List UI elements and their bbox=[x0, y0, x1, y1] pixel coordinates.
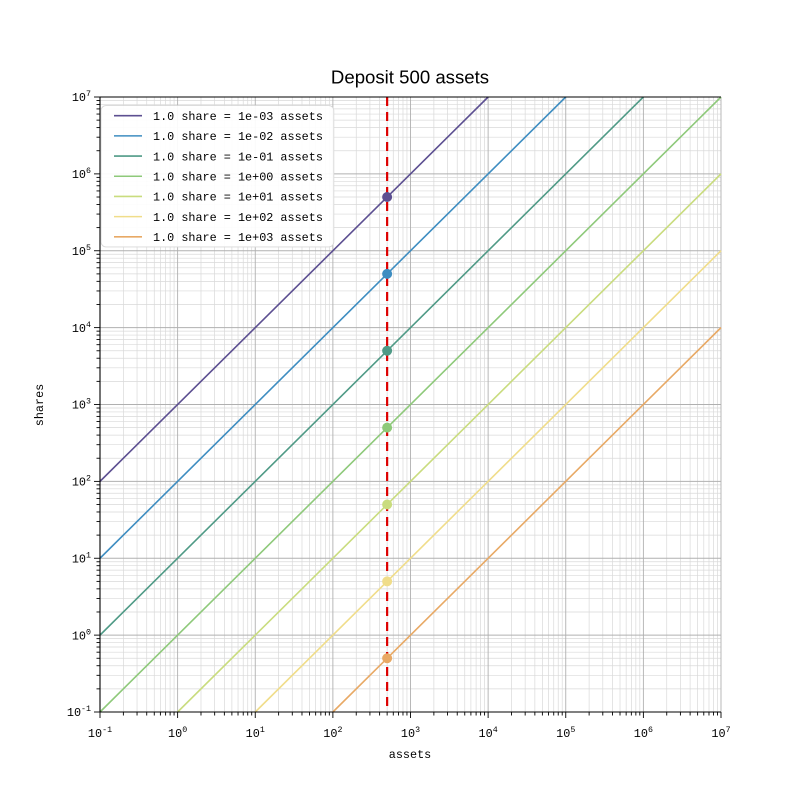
svg-text:1.0 share = 1e-02 assets: 1.0 share = 1e-02 assets bbox=[153, 130, 323, 144]
svg-text:1.0 share = 1e+01 assets: 1.0 share = 1e+01 assets bbox=[153, 191, 323, 205]
svg-text:1.0 share = 1e-03 assets: 1.0 share = 1e-03 assets bbox=[153, 110, 323, 124]
svg-text:1.0 share = 1e+03 assets: 1.0 share = 1e+03 assets bbox=[153, 231, 323, 245]
svg-text:assets: assets bbox=[389, 748, 431, 762]
svg-text:1.0 share = 1e-01 assets: 1.0 share = 1e-01 assets bbox=[153, 150, 323, 164]
svg-text:1.0 share = 1e+02 assets: 1.0 share = 1e+02 assets bbox=[153, 211, 323, 225]
svg-text:shares: shares bbox=[33, 384, 47, 426]
svg-text:Deposit 500 assets: Deposit 500 assets bbox=[331, 67, 489, 88]
svg-text:1.0 share = 1e+00 assets: 1.0 share = 1e+00 assets bbox=[153, 171, 323, 185]
